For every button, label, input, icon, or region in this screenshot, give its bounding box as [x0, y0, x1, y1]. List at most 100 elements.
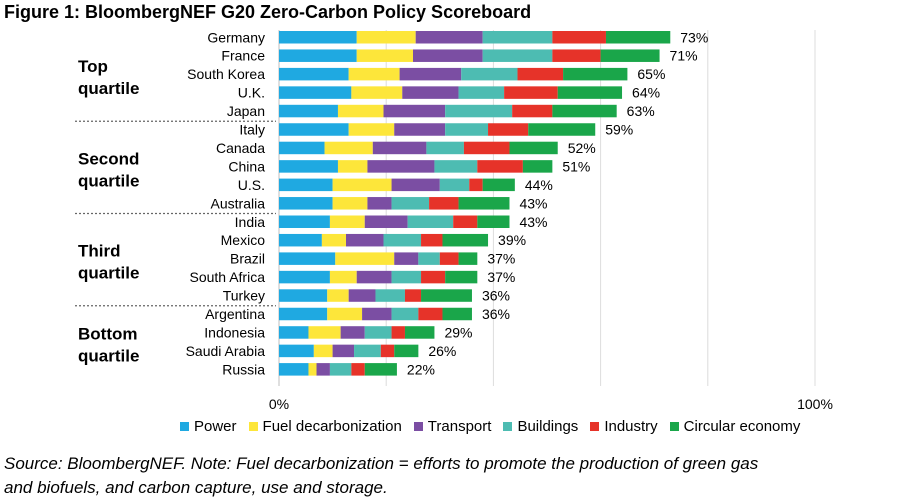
bar-segment — [348, 123, 395, 136]
total-label: 43% — [519, 195, 547, 211]
legend-item: Industry — [590, 418, 658, 435]
total-label: 37% — [487, 269, 515, 285]
bar-segment — [279, 233, 322, 247]
bar-segment — [391, 307, 419, 321]
legend-label: Industry — [604, 418, 658, 435]
bar-segment — [316, 363, 330, 376]
bar-segment — [552, 104, 617, 118]
bar-segment — [469, 178, 483, 192]
bar-segment — [308, 326, 341, 339]
total-label: 71% — [670, 48, 698, 64]
bar-segment — [327, 289, 349, 302]
legend-item: Circular economy — [669, 418, 801, 435]
bar-segment — [415, 31, 483, 44]
bar-segment — [372, 141, 427, 155]
country-label: China — [228, 158, 265, 174]
country-label: France — [221, 48, 265, 64]
quartile-label: quartile — [78, 79, 139, 98]
total-label: 22% — [407, 361, 435, 377]
total-label: 36% — [482, 288, 510, 304]
legend-swatch — [590, 422, 600, 431]
total-label: 39% — [498, 232, 526, 248]
legend-label: Transport — [427, 418, 492, 435]
quartile-label: Top — [78, 57, 108, 76]
bar-segment — [391, 326, 405, 339]
legend-swatch — [503, 422, 513, 431]
country-label: Argentina — [205, 306, 265, 322]
legend-swatch — [180, 422, 189, 431]
bar-segment — [421, 270, 446, 284]
bar-segment — [356, 49, 413, 62]
bar-segment — [364, 363, 397, 376]
quartile-label: quartile — [78, 264, 139, 283]
figure-title: Figure 1: BloombergNEF G20 Zero-Carbon P… — [4, 2, 532, 22]
quartile-separators — [75, 120, 276, 307]
bar-segment — [364, 326, 392, 339]
bar-segment — [279, 104, 338, 118]
legend-item: Fuel decarbonization — [248, 418, 402, 435]
bar-segment — [522, 160, 553, 173]
legend-label: Fuel decarbonization — [262, 418, 402, 435]
total-label: 43% — [519, 214, 547, 230]
quartile-label: quartile — [78, 347, 139, 366]
x-axis-ticks: 0% 100% — [269, 396, 833, 412]
bar-segment — [279, 363, 309, 376]
bar-segment — [383, 104, 446, 118]
source-line-1: Source: BloombergNEF. Note: Fuel decarbo… — [4, 454, 759, 473]
bar-segment — [335, 252, 395, 265]
bar-segment — [463, 141, 510, 155]
bar-segment — [552, 49, 601, 62]
legend-swatch — [248, 422, 258, 431]
country-label: India — [235, 214, 266, 230]
bar-segment — [413, 49, 483, 62]
bar-segment — [313, 344, 333, 358]
bar-segment — [324, 141, 373, 155]
bar-segment — [279, 215, 330, 228]
quartile-label: Bottom — [78, 325, 137, 344]
bar-segment — [362, 307, 392, 321]
bar-segment — [391, 197, 430, 210]
bar-segment — [426, 141, 464, 155]
bar-segment — [552, 31, 606, 44]
country-label: South Korea — [187, 66, 265, 82]
bar-segment — [351, 363, 365, 376]
legend-label: Circular economy — [683, 418, 801, 435]
bar-segment — [391, 178, 440, 192]
bar-segment — [337, 104, 384, 118]
country-label: U.K. — [238, 85, 265, 101]
bar-segment — [445, 270, 478, 284]
bars — [279, 31, 671, 376]
bar-segment — [354, 344, 381, 358]
bar-segment — [332, 178, 392, 192]
bar-segment — [394, 344, 419, 358]
total-label: 26% — [428, 343, 456, 359]
bar-segment — [421, 289, 472, 302]
bar-segment — [434, 160, 478, 173]
bar-segment — [399, 67, 462, 81]
country-label: Canada — [216, 140, 265, 156]
bar-segment — [477, 160, 523, 173]
bar-segment — [279, 252, 336, 265]
bar-segment — [337, 160, 368, 173]
quartile-label: Third — [78, 242, 121, 261]
bar-segment — [439, 252, 459, 265]
country-label: Brazil — [230, 251, 265, 267]
bar-segment — [557, 86, 623, 99]
country-label: Indonesia — [204, 324, 265, 340]
bar-segment — [445, 123, 489, 136]
legend-label: Power — [194, 418, 237, 435]
bar-segment — [279, 31, 357, 44]
bar-segment — [279, 270, 330, 284]
bar-segment — [404, 289, 422, 302]
bar-segment — [442, 307, 472, 321]
bar-segment — [458, 252, 478, 265]
bar-segment — [402, 86, 459, 99]
bar-segment — [332, 197, 368, 210]
bar-segment — [458, 197, 510, 210]
country-label: South Africa — [190, 269, 266, 285]
total-label: 37% — [487, 251, 515, 267]
quartile-labels: Top quartile Second quartile Third quartile Bo… — [78, 57, 139, 366]
bar-segment — [375, 289, 405, 302]
bar-segment — [329, 363, 352, 376]
total-label: 29% — [444, 324, 472, 340]
